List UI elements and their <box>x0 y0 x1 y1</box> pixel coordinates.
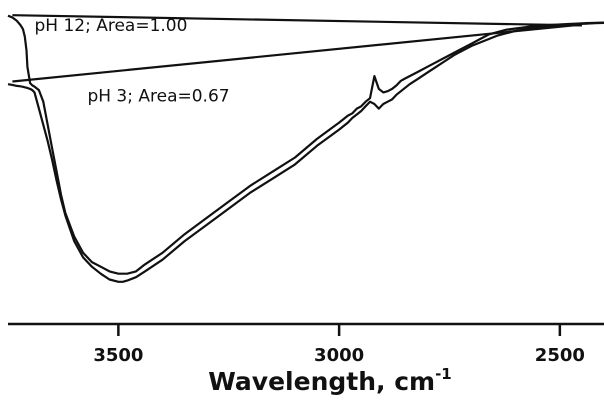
x-axis-label-text: Wavelength, cm <box>208 367 435 396</box>
x-axis-label: Wavelength, cm-1 <box>208 365 452 396</box>
x-tick-label-2500: 2500 <box>535 345 585 366</box>
x-tick-label-3000: 3000 <box>314 345 364 366</box>
x-axis-ticks: 3500 3000 2500 <box>93 324 585 366</box>
x-tick-label-3500: 3500 <box>93 345 143 366</box>
annotation-ph3: pH 3; Area=0.67 <box>87 87 229 107</box>
series-line-2 <box>12 14 582 27</box>
annotation-ph12: pH 12; Area=1.00 <box>34 16 187 36</box>
series-lines <box>7 14 604 283</box>
series-line-0 <box>7 14 604 275</box>
series-line-3 <box>12 23 583 83</box>
x-axis-label-superscript: -1 <box>435 365 452 383</box>
series-line-1 <box>7 21 604 283</box>
